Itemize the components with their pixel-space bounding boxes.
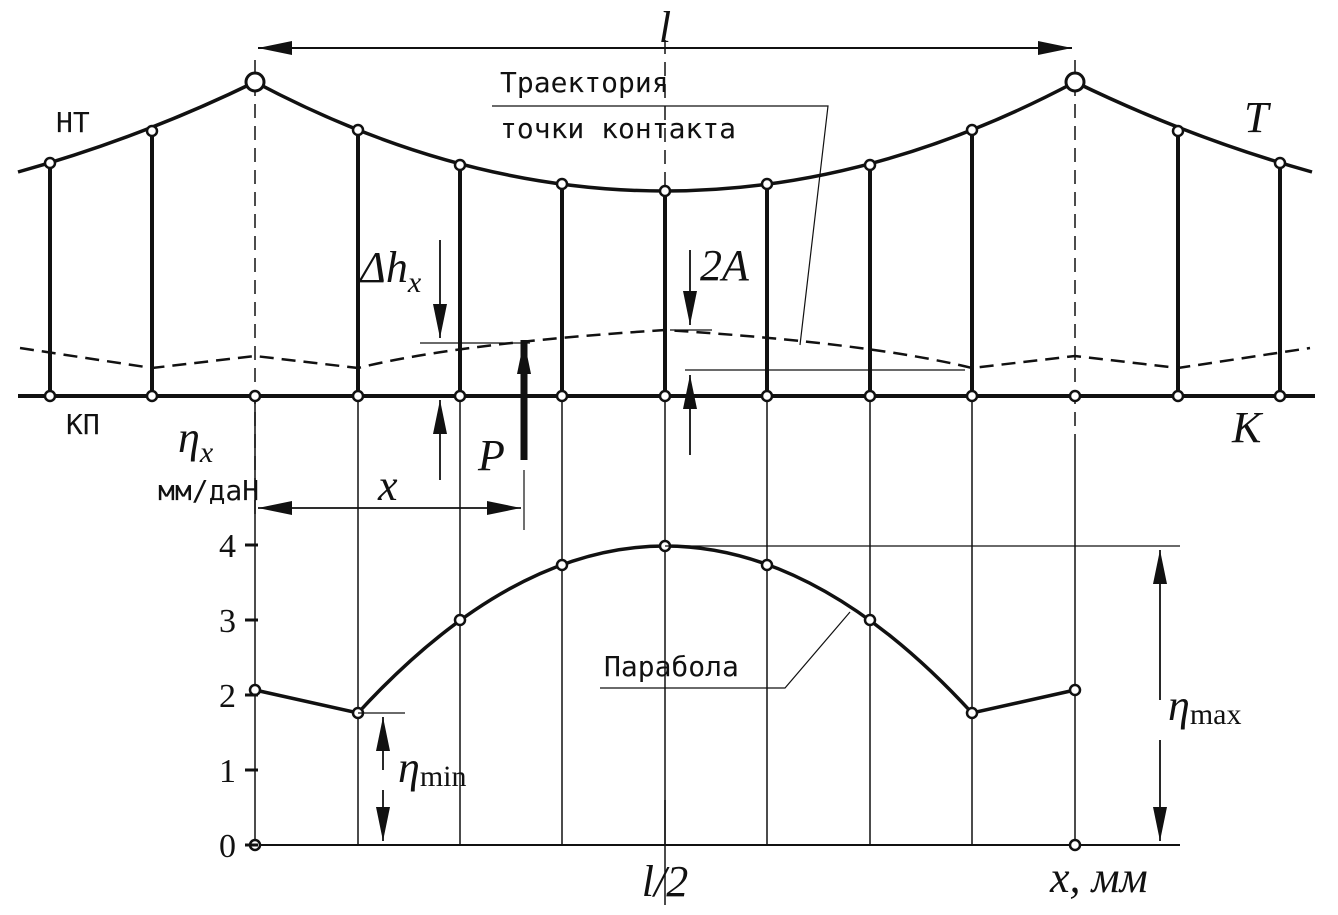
contact-label: КП [66,408,100,441]
node [43,389,57,403]
node [1068,389,1082,403]
node [43,156,57,170]
eta: η [178,413,200,462]
eta-x-label: ηx [178,413,214,469]
two-a-label: 2A [700,241,750,290]
x-dim-label: x [377,461,398,510]
node [863,389,877,403]
eta: η [398,743,420,792]
drawing [17,40,1315,905]
y-tick-label: 4 [219,528,236,565]
curve-point [453,613,467,627]
trajectory-label: точки контакта [500,112,736,145]
contact-symbol: K [1231,403,1264,452]
trajectory-label: Траектория [500,66,669,99]
carrier-label: НТ [56,106,90,139]
force-label: P [477,431,505,480]
node [1171,389,1185,403]
eta: η [1168,681,1190,730]
node [1171,124,1185,138]
node [760,177,774,191]
delta-h-sub: x [407,266,422,299]
node [555,389,569,403]
node [965,389,979,403]
curve-point [555,558,569,572]
node [1273,156,1287,170]
support [244,71,266,93]
curve-point [760,558,774,572]
eta-min-label: ηmin [398,743,467,793]
delta-h-label: Δhx [358,243,422,299]
y-tick-label: 1 [219,753,236,790]
carrier-symbol: T [1244,93,1272,142]
node [658,389,672,403]
node [351,123,365,137]
y-tick-label: 3 [219,603,236,640]
node [760,389,774,403]
node [351,389,365,403]
eta-min-sub: min [420,760,467,793]
node [555,177,569,191]
trajectory [19,328,1311,370]
node [453,158,467,172]
curve-point [863,613,877,627]
node [965,123,979,137]
y-tick-label: 2 [219,678,236,715]
x-axis-label: x, мм [1049,853,1148,902]
delta-h: Δh [358,243,408,292]
curve-point [965,706,979,720]
parabola-label: Парабола [604,650,739,683]
node [1273,389,1287,403]
node [863,158,877,172]
curve-point [1068,838,1082,852]
leader [492,105,829,346]
eta-max-label: ηmax [1168,681,1241,731]
curve-point [1068,683,1082,697]
span-label: l [659,3,671,52]
node [145,124,159,138]
support [1064,71,1086,93]
eta-unit: мм/даН [158,474,259,507]
node [658,184,672,198]
eta-sub: x [199,436,214,469]
eta-max-sub: max [1190,698,1242,731]
leader [600,611,851,689]
y-tick-label: 0 [219,828,236,865]
node [145,389,159,403]
node [453,389,467,403]
node [248,389,262,403]
half-span-label: l/2 [642,857,688,906]
